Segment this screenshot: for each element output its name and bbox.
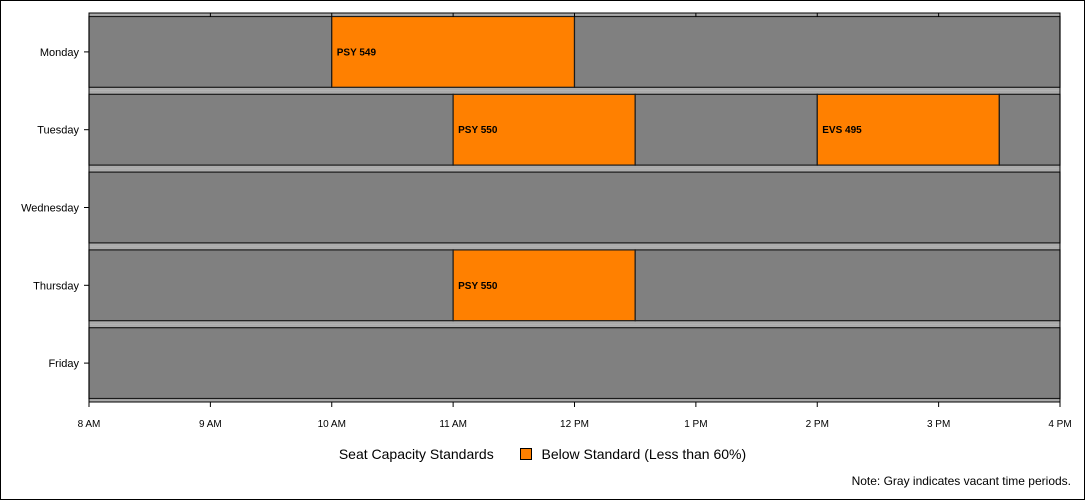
bar-label-monday-1: PSY 549 <box>337 47 377 58</box>
day-label-thursday: Thursday <box>33 280 79 292</box>
x-tick-label: 1 PM <box>684 419 707 430</box>
vacant-bar-tuesday-0 <box>88 93 454 166</box>
legend: Seat Capacity Standards Below Standard (… <box>0 446 1085 462</box>
legend-swatch-below-standard <box>519 448 532 460</box>
x-tick-label: 12 PM <box>560 419 589 430</box>
legend-title: Seat Capacity Standards <box>338 446 494 462</box>
x-tick-label: 10 AM <box>318 419 346 430</box>
day-label-monday: Monday <box>40 47 80 59</box>
x-tick-label: 8 AM <box>78 419 101 430</box>
below-standard-bar-tuesday-3 <box>816 93 1000 166</box>
vacant-bar-friday-0 <box>88 327 1061 400</box>
vacant-bar-tuesday-2 <box>634 93 818 166</box>
vacant-bar-tuesday-4 <box>998 93 1061 166</box>
legend-label-below-standard: Below Standard (Less than 60%) <box>541 446 747 462</box>
below-standard-bar-tuesday-1 <box>452 93 636 166</box>
vacant-bar-thursday-0 <box>88 249 454 322</box>
vacant-bar-thursday-2 <box>634 249 1061 322</box>
x-tick-label: 9 AM <box>199 419 222 430</box>
vacant-bar-monday-0 <box>88 15 333 88</box>
x-tick-label: 11 AM <box>439 419 467 430</box>
bar-label-thursday-1: PSY 550 <box>458 281 498 292</box>
x-tick-label: 2 PM <box>806 419 829 430</box>
below-standard-bar-thursday-1 <box>452 249 636 322</box>
bar-label-tuesday-3: EVS 495 <box>822 125 862 136</box>
day-label-wednesday: Wednesday <box>21 203 79 215</box>
vacancy-note: Note: Gray indicates vacant time periods… <box>851 474 1071 488</box>
vacant-bar-wednesday-0 <box>88 171 1061 244</box>
day-label-friday: Friday <box>48 358 79 370</box>
x-tick-label: 4 PM <box>1048 419 1071 430</box>
vacant-bar-monday-2 <box>573 15 1061 88</box>
x-tick-label: 3 PM <box>927 419 950 430</box>
bar-label-tuesday-1: PSY 550 <box>458 125 498 136</box>
day-label-tuesday: Tuesday <box>37 125 79 137</box>
